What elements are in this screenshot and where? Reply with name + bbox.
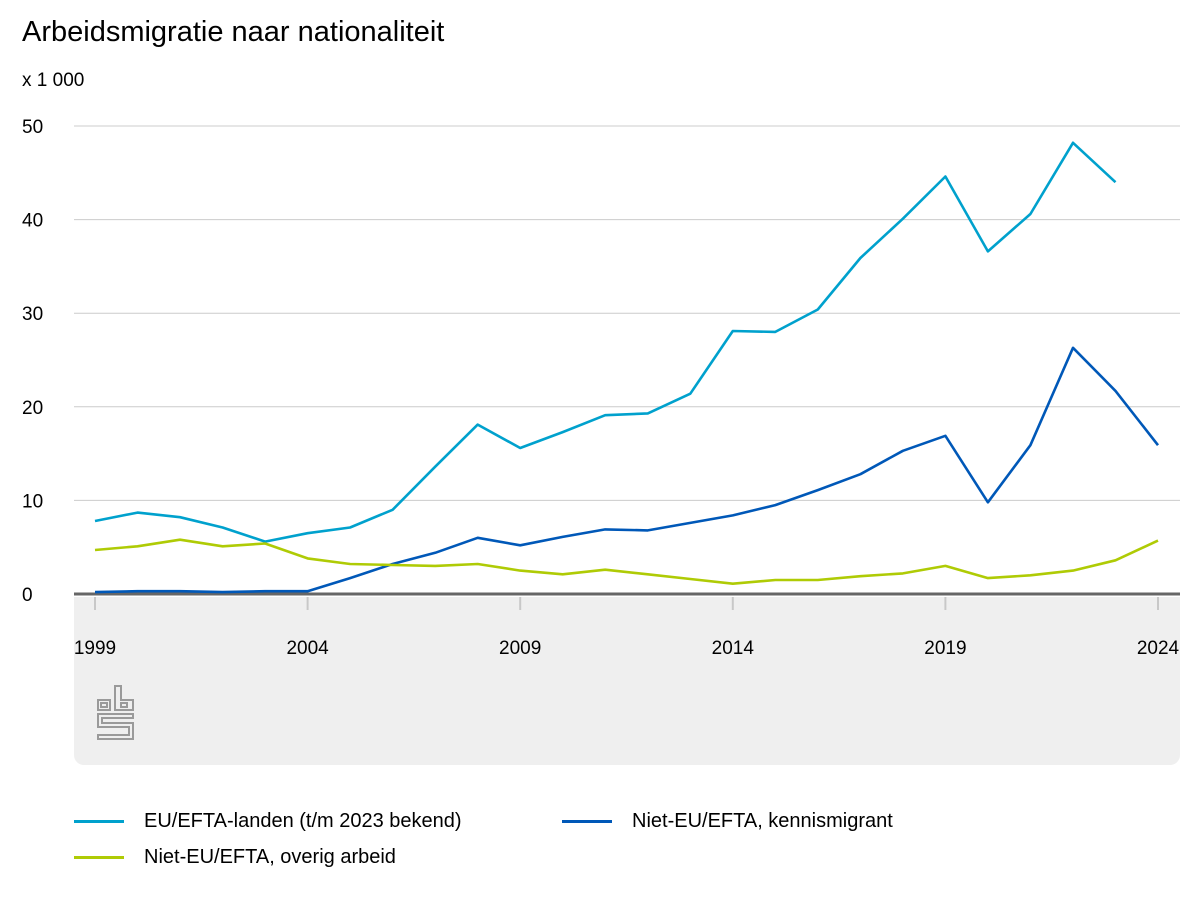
y-tick-label: 40 (22, 211, 43, 232)
series-line-2 (94, 538, 1159, 586)
legend-swatch (74, 856, 124, 859)
legend-label: Niet-EU/EFTA, kennismigrant (632, 810, 893, 832)
y-tick-label: 0 (22, 585, 33, 606)
x-tick-label: 2009 (499, 638, 541, 659)
x-tick-label: 2019 (924, 638, 966, 659)
chart-title: Arbeidsmigratie naar nationaliteit (22, 16, 445, 48)
cbs-logo (97, 685, 134, 740)
line-chart: 0 10 20 30 40 50 1999 2004 2009 2014 2019 2024 (22, 117, 1180, 765)
x-axis-panel (74, 597, 1180, 765)
y-tick-label: 10 (22, 491, 43, 512)
y-tick-label: 20 (22, 398, 43, 419)
x-tick-label: 2004 (286, 638, 329, 659)
x-tick-label: 2024 (1137, 638, 1180, 659)
series-line-1 (94, 346, 1160, 594)
x-tick-label: 1999 (74, 638, 116, 659)
legend-swatch (562, 820, 612, 823)
legend-item-eu-efta: EU/EFTA-landen (t/m 2023 bekend) (74, 810, 462, 833)
x-tick-label: 2014 (712, 638, 755, 659)
series-line-0 (94, 141, 1117, 543)
legend-label: Niet-EU/EFTA, overig arbeid (144, 846, 396, 868)
legend-swatch (74, 820, 124, 823)
legend-item-kennismigrant: Niet-EU/EFTA, kennismigrant (562, 810, 893, 833)
y-axis-unit: x 1 000 (22, 70, 85, 91)
y-tick-label: 30 (22, 304, 43, 325)
legend-item-overig-arbeid: Niet-EU/EFTA, overig arbeid (74, 846, 396, 869)
legend-label: EU/EFTA-landen (t/m 2023 bekend) (144, 810, 462, 832)
y-tick-label: 50 (22, 117, 43, 138)
